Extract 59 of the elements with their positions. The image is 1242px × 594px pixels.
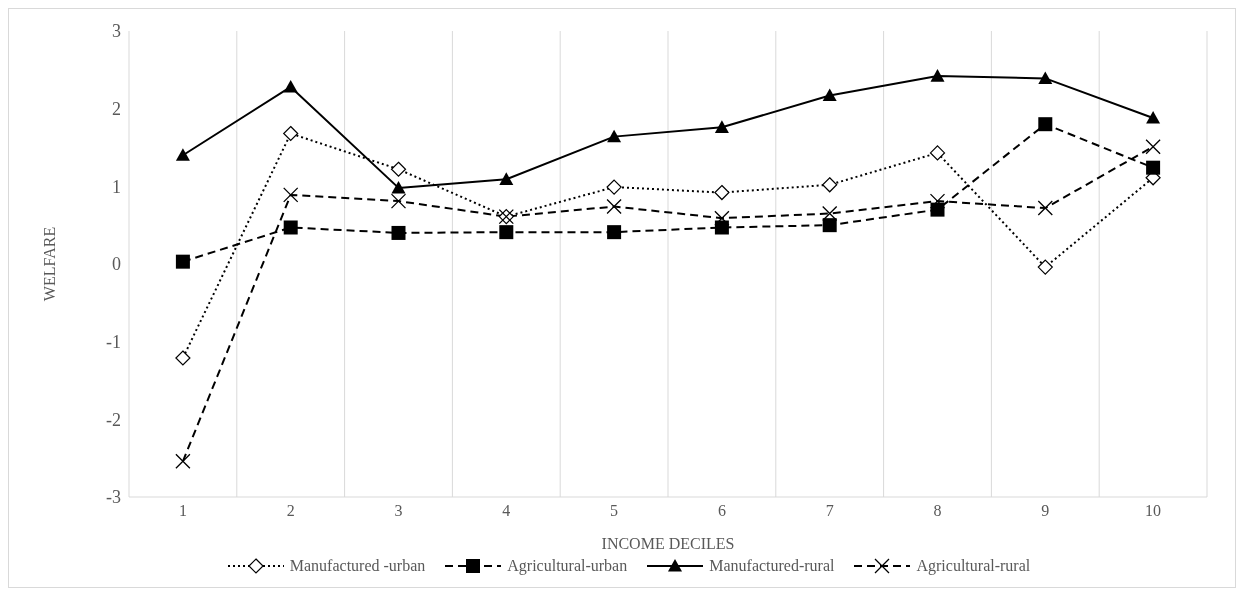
x-tick-label: 2 <box>286 502 295 520</box>
x-tick-label: 10 <box>1145 502 1162 520</box>
point <box>1038 117 1053 132</box>
point <box>1037 259 1053 275</box>
point <box>930 69 945 82</box>
x-tick-label: 1 <box>178 502 187 520</box>
y-tick-label: -1 <box>106 332 121 353</box>
point <box>607 129 622 143</box>
y-tick-label: -2 <box>106 409 121 430</box>
point <box>391 180 406 194</box>
y-tick-label: 2 <box>112 99 121 120</box>
point <box>499 172 514 185</box>
point <box>714 210 730 226</box>
point <box>822 205 838 222</box>
point <box>822 218 837 233</box>
point <box>175 148 190 161</box>
y-tick-label: 3 <box>112 21 121 42</box>
x-tick-label: 8 <box>933 502 942 520</box>
point <box>283 79 298 93</box>
point <box>175 453 191 469</box>
y-tick-label: 1 <box>112 176 121 197</box>
point <box>1037 200 1053 216</box>
point <box>391 225 406 240</box>
x-tick-label: 9 <box>1041 502 1050 520</box>
point <box>929 145 946 161</box>
point <box>390 161 407 177</box>
point <box>283 220 298 235</box>
x-tick-label: 4 <box>502 502 511 520</box>
point <box>283 187 299 203</box>
x-axis-title: INCOME DECILES <box>601 535 735 552</box>
y-tick-label: 0 <box>112 254 121 275</box>
point <box>1038 71 1053 84</box>
point <box>283 125 299 142</box>
point <box>714 184 730 201</box>
point <box>607 225 622 240</box>
legend-label: Manufactured -urban <box>289 557 426 575</box>
point <box>606 179 622 195</box>
x-tick-label: 5 <box>610 502 619 520</box>
y-tick-label: -3 <box>106 487 121 508</box>
point <box>822 177 838 193</box>
legend-label: Agricultural-urban <box>507 557 628 575</box>
legend-label: Agricultural-rural <box>916 557 1031 575</box>
point <box>930 202 945 217</box>
point <box>175 254 190 269</box>
point <box>822 88 837 102</box>
point <box>1146 160 1161 175</box>
point <box>175 350 191 366</box>
point <box>714 220 729 235</box>
point <box>390 193 407 209</box>
point <box>1145 139 1161 155</box>
point <box>714 120 729 133</box>
x-tick-label: 6 <box>717 502 726 520</box>
legend-label: Manufactured-rural <box>709 557 835 575</box>
point <box>499 225 514 240</box>
x-tick-label: 3 <box>394 502 403 520</box>
point <box>606 198 622 215</box>
x-tick-label: 7 <box>825 502 834 520</box>
y-axis-title: WELFARE <box>40 226 58 302</box>
point <box>1146 110 1161 124</box>
